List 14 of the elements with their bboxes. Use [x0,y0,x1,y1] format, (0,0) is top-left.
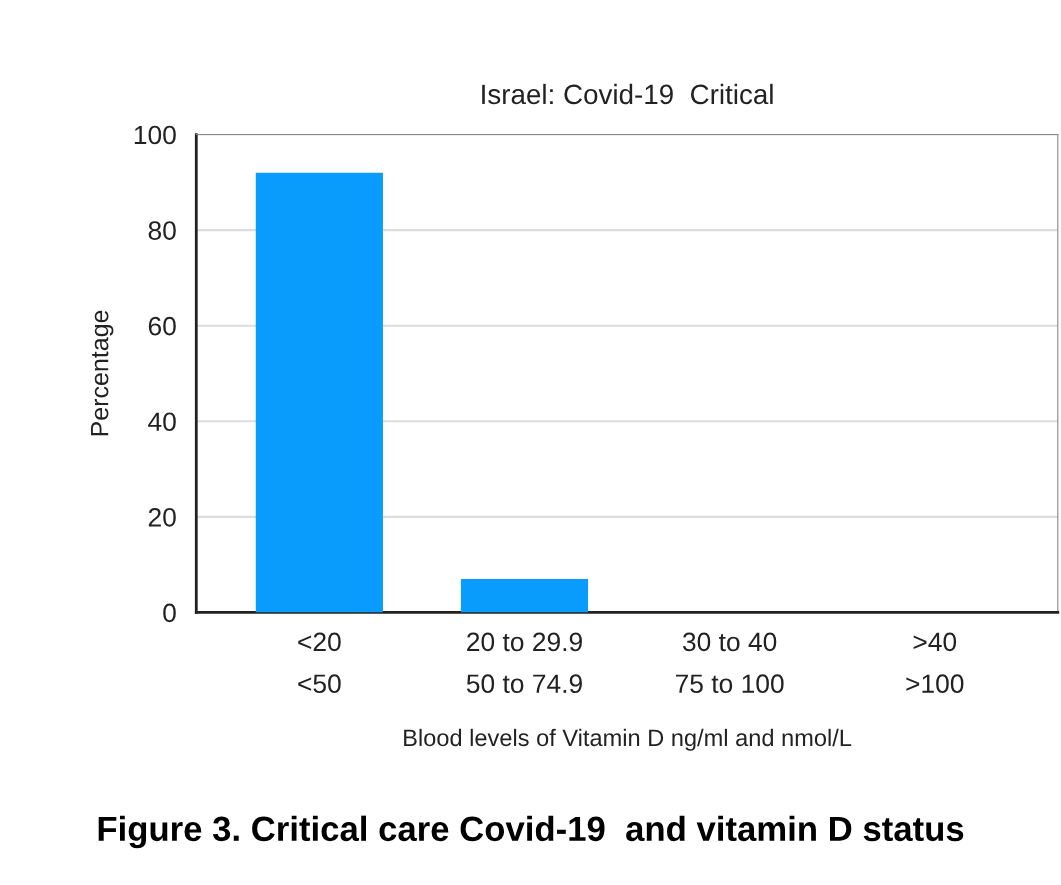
x-tick-label: <20 <50 [298,632,341,694]
y-axis-title: Percentage [90,310,114,436]
x-tick-label: 20 to 29.9 50 to 74.9 [466,632,582,694]
y-tick-label: 60 [148,316,176,336]
chart-title: Israel: Covid-19 Critical [482,83,773,105]
x-tick-label: 30 to 40 75 to 100 [675,632,784,694]
y-tick-label: 20 [148,507,176,527]
y-tick-label: 80 [148,221,176,240]
caption: Figure 3. Critical care Covid-19 and vitamin D status [98,815,964,849]
y-tick-label: 40 [148,412,176,432]
y-tick-label: 0 [163,603,176,623]
x-axis-title: Blood levels of Vitamin D ng/ml and nmol/L [404,728,852,751]
x-tick-label: >40 >100 [906,632,964,694]
y-tick-label: 100 [134,125,176,145]
